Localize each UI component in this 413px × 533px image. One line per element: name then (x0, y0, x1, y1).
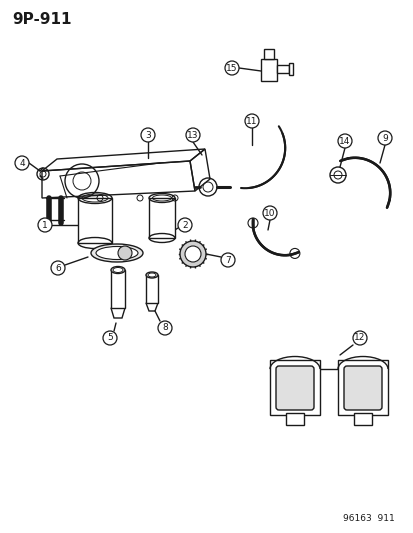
Bar (353, 413, 371, 425)
Text: 10: 10 (263, 208, 275, 217)
Bar (146, 275, 158, 303)
Bar (285, 413, 303, 425)
Circle shape (185, 128, 199, 142)
Circle shape (103, 331, 117, 345)
Ellipse shape (96, 246, 138, 260)
Circle shape (377, 131, 391, 145)
Text: 3: 3 (145, 131, 150, 140)
Circle shape (178, 218, 192, 232)
Text: 15: 15 (225, 63, 237, 72)
Circle shape (352, 331, 366, 345)
Ellipse shape (111, 266, 125, 273)
Text: 7: 7 (225, 255, 230, 264)
Circle shape (38, 218, 52, 232)
Bar (111, 270, 125, 308)
Text: 1: 1 (42, 221, 48, 230)
Ellipse shape (91, 244, 142, 262)
Bar (337, 360, 387, 415)
Text: 4: 4 (19, 158, 25, 167)
Circle shape (118, 246, 132, 260)
Text: 13: 13 (187, 131, 198, 140)
Bar (260, 59, 276, 81)
Circle shape (15, 156, 29, 170)
Text: 14: 14 (339, 136, 350, 146)
Bar (276, 65, 288, 73)
Text: 9P-911: 9P-911 (12, 12, 71, 27)
Circle shape (337, 134, 351, 148)
Circle shape (224, 61, 238, 75)
FancyBboxPatch shape (343, 366, 381, 410)
Circle shape (180, 241, 206, 267)
Circle shape (262, 206, 276, 220)
Circle shape (244, 114, 259, 128)
Text: 5: 5 (107, 334, 113, 343)
Ellipse shape (146, 272, 158, 278)
Text: 12: 12 (354, 334, 365, 343)
Circle shape (185, 246, 201, 262)
Circle shape (221, 253, 235, 267)
Text: 6: 6 (55, 263, 61, 272)
Text: 11: 11 (246, 117, 257, 125)
Bar (78, 198, 112, 243)
FancyBboxPatch shape (275, 366, 313, 410)
Circle shape (158, 321, 171, 335)
Text: 2: 2 (182, 221, 188, 230)
Text: 8: 8 (162, 324, 167, 333)
Bar (149, 198, 175, 238)
Circle shape (51, 261, 65, 275)
Bar (288, 63, 292, 75)
Text: 9: 9 (381, 133, 387, 142)
Text: 96163  911: 96163 911 (342, 514, 394, 523)
Bar (263, 49, 273, 59)
Circle shape (141, 128, 154, 142)
Bar (269, 360, 319, 415)
